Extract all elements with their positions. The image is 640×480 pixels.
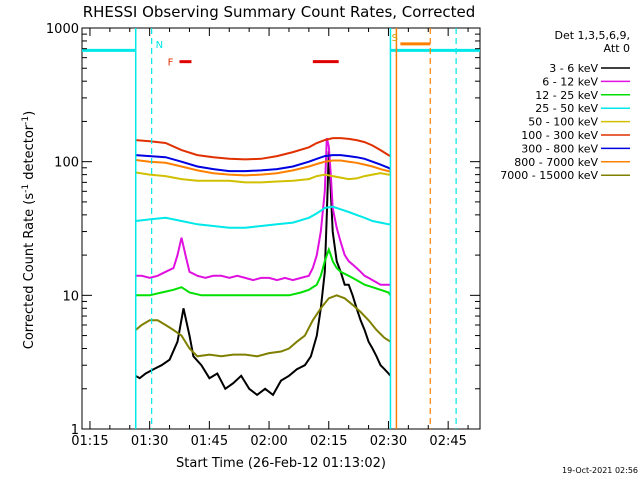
legend-label: 300 - 800 keV bbox=[521, 142, 598, 155]
y-tick-label: 1 bbox=[71, 423, 79, 438]
x-axis-label: Start Time (26-Feb-12 01:13:02) bbox=[176, 456, 386, 471]
interval-marker-label: F bbox=[168, 58, 174, 69]
y-axis-label: Corrected Count Rate (s-1 detector-1) bbox=[21, 111, 37, 349]
x-tick-label: 02:00 bbox=[250, 434, 287, 449]
y-axis: 1 10 100 1000 bbox=[46, 22, 480, 438]
series-line bbox=[135, 154, 391, 173]
interval-marker-label: N bbox=[156, 40, 163, 51]
series-line bbox=[135, 171, 391, 184]
series-line bbox=[135, 151, 392, 397]
series-layer bbox=[135, 137, 392, 397]
legend-label: 12 - 25 keV bbox=[535, 89, 598, 102]
x-tick-label: 02:30 bbox=[370, 434, 407, 449]
x-tick-label: 01:30 bbox=[131, 434, 168, 449]
plot-area: NF S bbox=[81, 27, 481, 430]
series-line bbox=[135, 137, 391, 286]
x-tick-label: 02:45 bbox=[429, 434, 466, 449]
legend-label: 3 - 6 keV bbox=[549, 62, 598, 75]
x-tick-label: 01:45 bbox=[191, 434, 228, 449]
series-line bbox=[135, 294, 391, 358]
legend-label: 6 - 12 keV bbox=[542, 75, 598, 88]
legend-label: 100 - 300 keV bbox=[521, 129, 598, 142]
y-tick-label: 100 bbox=[54, 156, 79, 171]
y-tick-label: 10 bbox=[62, 289, 79, 304]
generation-timestamp: 19-Oct-2021 02:56 bbox=[562, 466, 638, 475]
legend-label: 50 - 100 keV bbox=[528, 116, 598, 129]
plot-frame bbox=[81, 27, 481, 430]
series-line bbox=[135, 137, 391, 161]
legend-label: 7000 - 15000 keV bbox=[500, 169, 598, 182]
x-axis: 01:15 01:30 01:45 02:00 02:15 02:30 02:45 bbox=[71, 28, 469, 449]
legend-header-line-1: Det 1,3,5,6,9, bbox=[554, 29, 630, 42]
chart-title: RHESSI Observing Summary Count Rates, Co… bbox=[83, 3, 476, 21]
y-tick-label: 1000 bbox=[46, 22, 79, 37]
legend-label: 25 - 50 keV bbox=[535, 102, 598, 115]
interval-marker-label: S bbox=[392, 33, 398, 44]
legend-header-line-2: Att 0 bbox=[604, 42, 630, 55]
series-line bbox=[135, 205, 391, 229]
x-tick-label: 02:15 bbox=[310, 434, 347, 449]
legend-label: 800 - 7000 keV bbox=[514, 156, 598, 169]
x-tick-label: 01:15 bbox=[71, 434, 108, 449]
series-line bbox=[135, 159, 391, 177]
overlay-layer: NF S bbox=[82, 28, 480, 429]
series-line bbox=[135, 246, 392, 297]
